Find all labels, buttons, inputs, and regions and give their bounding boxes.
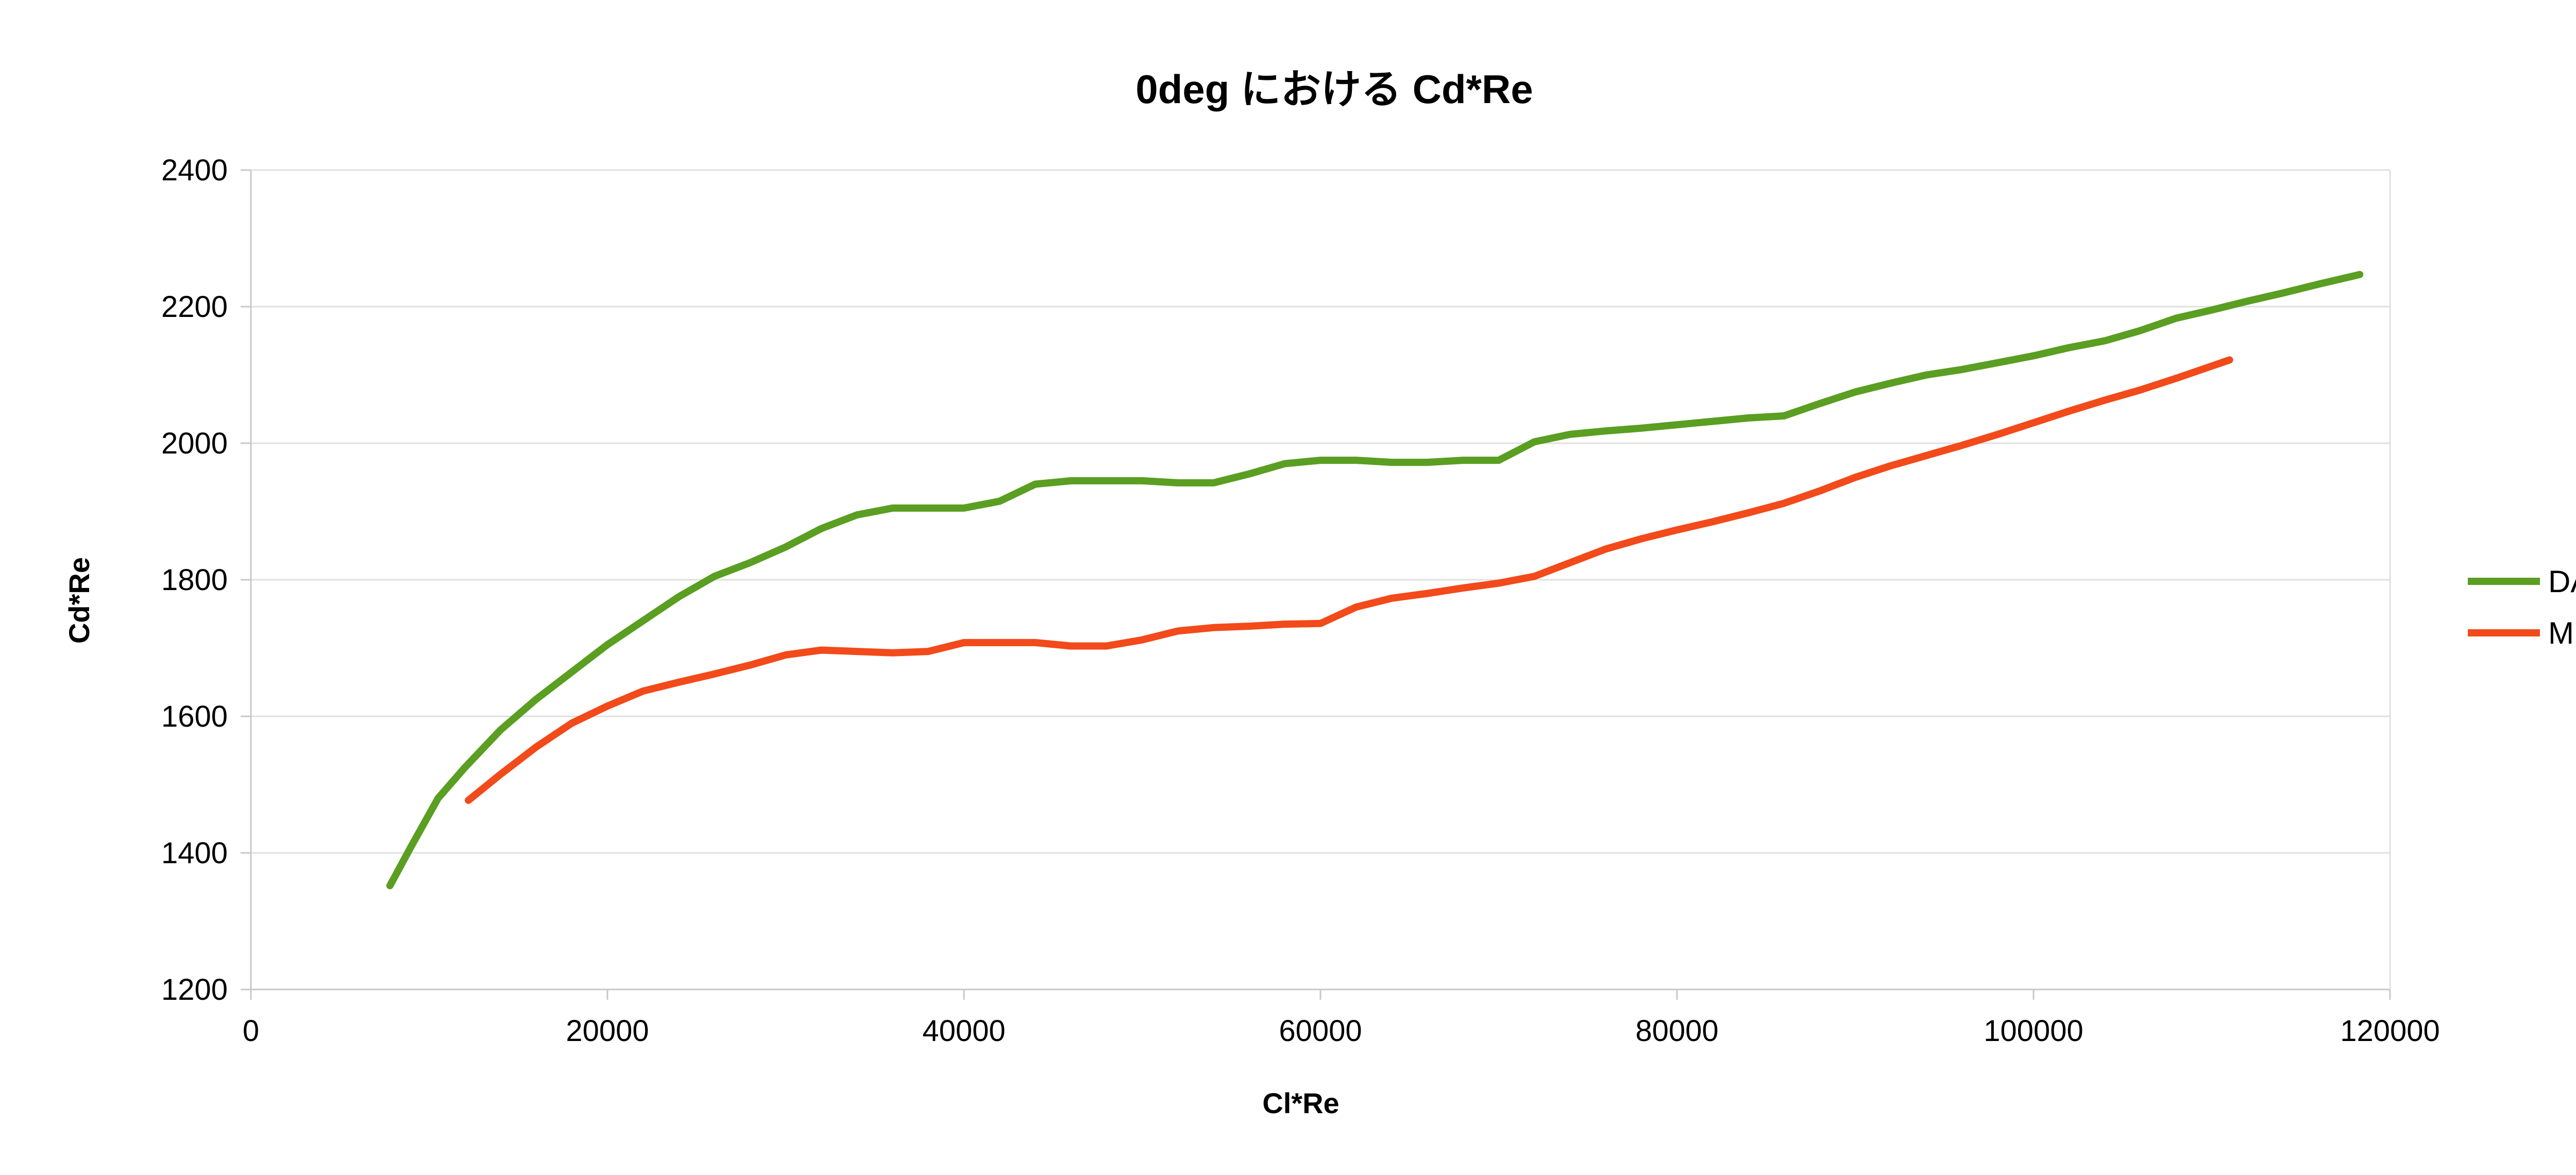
y-tick-label: 2400 (161, 154, 228, 187)
y-tick-label: 1800 (161, 563, 228, 597)
x-tick-label: 100000 (1984, 1014, 2083, 1048)
legend: DAE-51 Milly (2468, 564, 2576, 650)
x-axis-label: Cl*Re (1262, 1087, 1339, 1119)
series-line-milly (465, 356, 2233, 804)
x-tick-label: 40000 (922, 1014, 1005, 1048)
chart-title: 0deg における Cd*Re (1136, 66, 1533, 112)
y-tick-label: 1400 (161, 836, 228, 870)
x-tick-label: 60000 (1279, 1014, 1362, 1048)
series-group (386, 271, 2364, 889)
y-axis-ticks: 1200 1400 1600 1800 2000 2200 2400 (161, 154, 251, 1006)
x-axis-ticks: 0 20000 40000 60000 80000 100000 120000 (243, 989, 2440, 1048)
legend-label-milly: Milly (2548, 616, 2576, 650)
x-tick-label: 120000 (2340, 1014, 2440, 1048)
y-axis-label: Cd*Re (63, 557, 95, 644)
grid (251, 169, 2390, 991)
y-tick-label: 2200 (161, 290, 228, 324)
series-line-dae-51 (386, 271, 2364, 889)
x-tick-label: 80000 (1635, 1014, 1718, 1048)
legend-label-dae-51: DAE-51 (2548, 564, 2576, 599)
y-tick-label: 1600 (161, 700, 228, 733)
x-tick-label: 20000 (566, 1014, 649, 1048)
y-tick-label: 2000 (161, 427, 228, 460)
y-tick-label: 1200 (161, 973, 228, 1006)
x-tick-label: 0 (243, 1014, 259, 1048)
